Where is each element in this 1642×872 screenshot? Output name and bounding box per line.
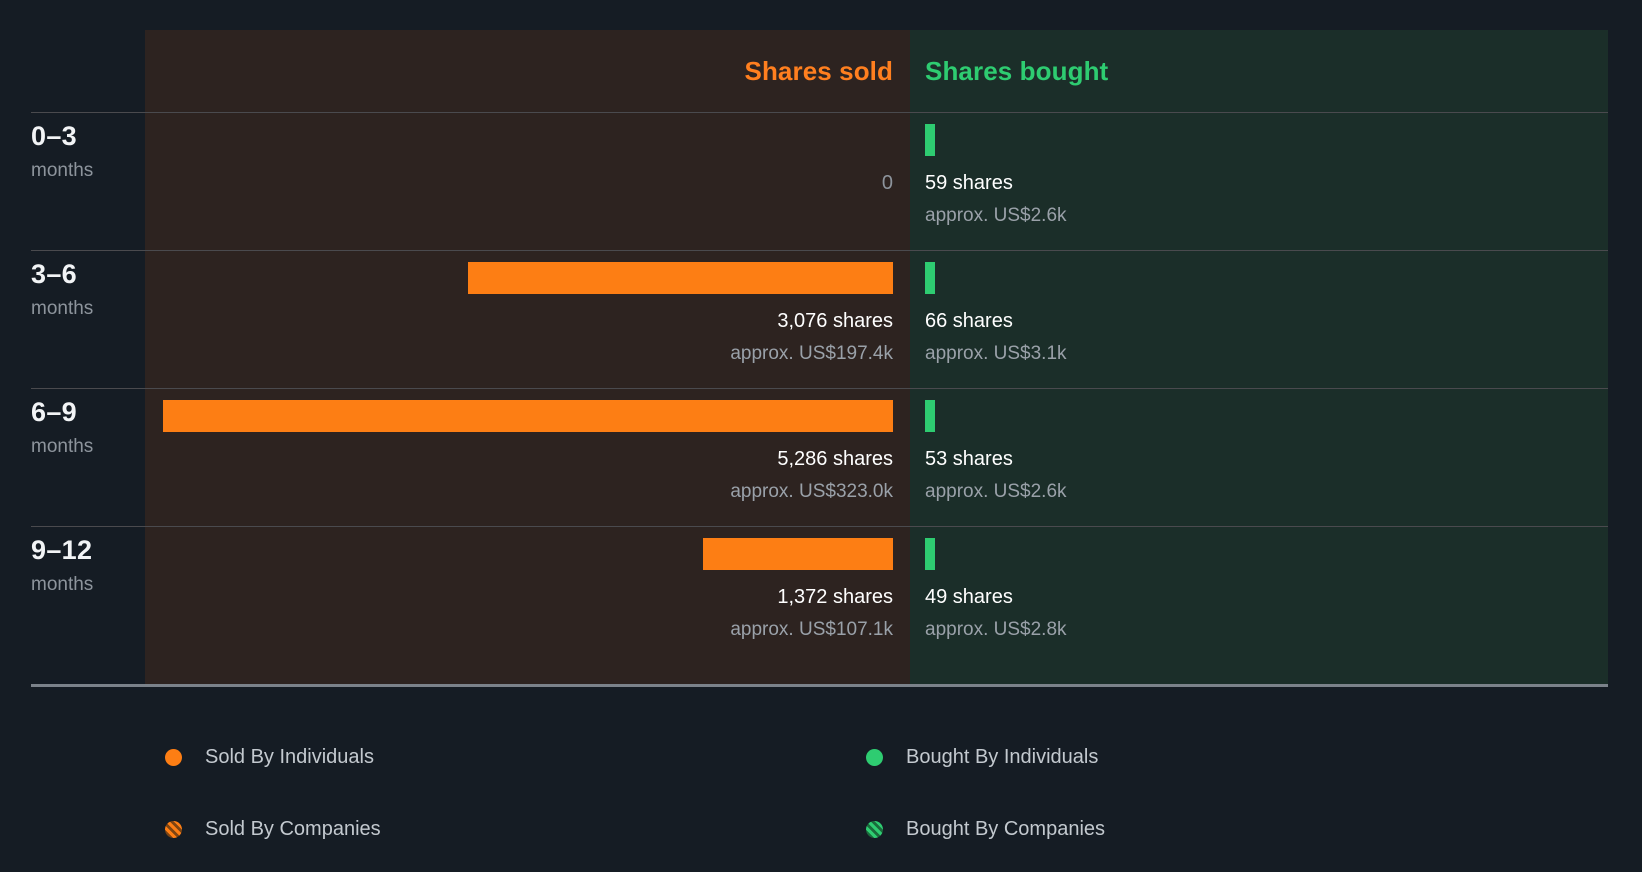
- legend-label: Bought By Individuals: [906, 746, 1099, 768]
- row-label-9-12-months: 9–12 months: [31, 535, 141, 595]
- row-label-6-9-months: 6–9 months: [31, 397, 141, 457]
- sold-approx: approx. US$107.1k: [730, 619, 893, 640]
- values-sold-3-6-months: 3,076 shares approx. US$197.4k: [145, 311, 893, 363]
- circle-hatched-orange-icon: [165, 821, 182, 838]
- bought-approx: approx. US$2.6k: [925, 481, 1067, 502]
- row-divider: [31, 250, 1608, 251]
- sold-count: 5,286 shares: [777, 448, 893, 470]
- row-unit: months: [31, 574, 94, 595]
- circle-hatched-green-icon: [866, 821, 883, 838]
- legend-label: Sold By Companies: [205, 818, 381, 840]
- values-bought-0-3-months: 59 shares approx. US$2.6k: [925, 173, 1067, 225]
- bar-sold-3-6-months: [468, 262, 893, 294]
- row-period: 6–9: [31, 397, 77, 427]
- shares-bought-header-label: Shares bought: [925, 55, 1109, 86]
- bought-approx: approx. US$2.8k: [925, 619, 1067, 640]
- legend-label: Sold By Individuals: [205, 746, 374, 768]
- values-bought-6-9-months: 53 shares approx. US$2.6k: [925, 449, 1067, 501]
- row-label-0-3-months: 0–3 months: [31, 121, 141, 181]
- sold-count: 3,076 shares: [777, 310, 893, 332]
- values-bought-9-12-months: 49 shares approx. US$2.8k: [925, 587, 1067, 639]
- bar-sold-9-12-months: [703, 538, 893, 570]
- values-bought-3-6-months: 66 shares approx. US$3.1k: [925, 311, 1067, 363]
- bar-bought-3-6-months: [925, 262, 935, 294]
- sold-approx: approx. US$323.0k: [730, 481, 893, 502]
- bar-bought-9-12-months: [925, 538, 935, 570]
- bought-column-background: [910, 30, 1608, 685]
- row-period: 9–12: [31, 535, 93, 565]
- legend-item-sold-by-companies[interactable]: Sold By Companies: [165, 818, 381, 841]
- legend-label: Bought By Companies: [906, 818, 1106, 840]
- bar-bought-6-9-months: [925, 400, 935, 432]
- shares-bought-header: Shares bought: [910, 30, 1608, 112]
- bought-count: 59 shares: [925, 172, 1013, 194]
- sold-approx: approx. US$197.4k: [730, 343, 893, 364]
- axis-baseline: [31, 684, 1608, 687]
- legend-item-sold-by-individuals[interactable]: Sold By Individuals: [165, 746, 374, 769]
- values-sold-0-3-months: 0: [145, 173, 893, 193]
- legend-item-bought-by-companies[interactable]: Bought By Companies: [866, 818, 1105, 841]
- circle-solid-orange-icon: [165, 749, 182, 766]
- row-label-3-6-months: 3–6 months: [31, 259, 141, 319]
- bought-count: 66 shares: [925, 310, 1013, 332]
- shares-sold-header-label: Shares sold: [744, 55, 893, 86]
- bar-sold-6-9-months: [163, 400, 893, 432]
- values-sold-6-9-months: 5,286 shares approx. US$323.0k: [145, 449, 893, 501]
- row-unit: months: [31, 436, 94, 457]
- row-divider: [31, 112, 1608, 113]
- circle-solid-green-icon: [866, 749, 883, 766]
- legend-item-bought-by-individuals[interactable]: Bought By Individuals: [866, 746, 1098, 769]
- sold-column-background: [145, 30, 910, 685]
- sold-count: 0: [881, 172, 893, 194]
- shares-sold-header: Shares sold: [145, 30, 910, 112]
- row-divider: [31, 526, 1608, 527]
- bought-count: 49 shares: [925, 586, 1013, 608]
- bought-approx: approx. US$3.1k: [925, 343, 1067, 364]
- values-sold-9-12-months: 1,372 shares approx. US$107.1k: [145, 587, 893, 639]
- row-unit: months: [31, 298, 94, 319]
- bar-bought-0-3-months: [925, 124, 935, 156]
- row-divider: [31, 388, 1608, 389]
- sold-count: 1,372 shares: [777, 586, 893, 608]
- row-period: 0–3: [31, 121, 77, 151]
- row-period: 3–6: [31, 259, 77, 289]
- row-unit: months: [31, 160, 94, 181]
- bought-approx: approx. US$2.6k: [925, 205, 1067, 226]
- bought-count: 53 shares: [925, 448, 1013, 470]
